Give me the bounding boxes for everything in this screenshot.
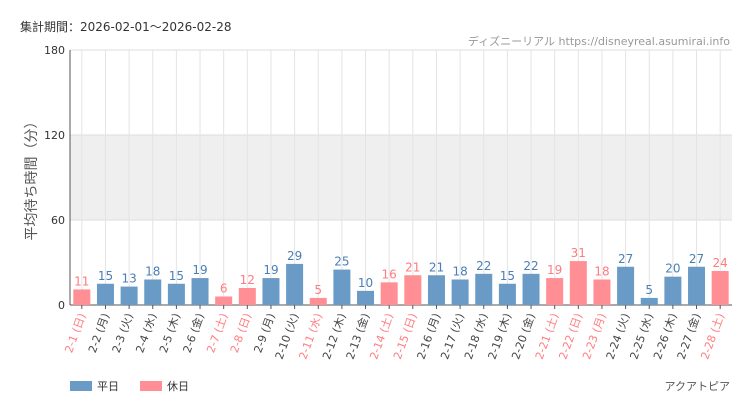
bar bbox=[498, 283, 516, 305]
bar bbox=[451, 279, 469, 305]
data-label: 19 bbox=[263, 263, 278, 277]
data-label: 27 bbox=[689, 252, 704, 266]
bar bbox=[120, 286, 138, 305]
bar bbox=[238, 288, 256, 305]
legend-holiday: 休日 bbox=[140, 378, 189, 394]
data-label: 19 bbox=[192, 263, 207, 277]
legend-label-weekday: 平日 bbox=[97, 380, 119, 393]
site-credit: ディズニーリアル https://disneyreal.asumirai.inf… bbox=[467, 35, 730, 48]
data-label: 10 bbox=[358, 276, 373, 290]
x-tick-label: 2-1 (日) bbox=[62, 312, 88, 355]
data-label: 6 bbox=[220, 282, 228, 296]
data-label: 22 bbox=[476, 259, 491, 273]
data-label: 24 bbox=[713, 256, 728, 270]
data-label: 5 bbox=[645, 283, 653, 297]
data-label: 18 bbox=[452, 265, 467, 279]
bar bbox=[475, 273, 493, 305]
x-tick-label: 2-9 (月) bbox=[252, 312, 278, 355]
bar bbox=[96, 283, 114, 305]
bar bbox=[593, 279, 611, 305]
bar bbox=[569, 261, 587, 305]
data-label: 13 bbox=[121, 272, 136, 286]
legend-label-holiday: 休日 bbox=[167, 380, 189, 393]
y-tick-label: 180 bbox=[44, 44, 65, 57]
bar bbox=[286, 263, 304, 305]
bar bbox=[546, 278, 564, 305]
data-label: 20 bbox=[665, 262, 680, 276]
period-title: 集計期間：2026-02-01〜2026-02-28 bbox=[20, 20, 232, 34]
bar bbox=[167, 283, 185, 305]
bar bbox=[191, 278, 209, 305]
bar bbox=[262, 278, 280, 305]
bar bbox=[522, 273, 540, 305]
legend-weekday: 平日 bbox=[70, 378, 119, 394]
data-label: 15 bbox=[500, 269, 515, 283]
y-tick-label: 0 bbox=[58, 299, 65, 312]
grid-band bbox=[70, 135, 732, 220]
bar bbox=[617, 266, 635, 305]
bar bbox=[711, 271, 729, 305]
bar bbox=[215, 296, 233, 305]
data-label: 21 bbox=[429, 260, 444, 274]
data-label: 5 bbox=[314, 283, 322, 297]
data-label: 16 bbox=[382, 267, 397, 281]
data-label: 19 bbox=[547, 263, 562, 277]
data-label: 15 bbox=[98, 269, 113, 283]
data-label: 27 bbox=[618, 252, 633, 266]
legend-swatch-holiday bbox=[140, 381, 162, 391]
bar bbox=[640, 297, 658, 305]
data-label: 11 bbox=[74, 274, 89, 288]
y-tick-label: 60 bbox=[51, 214, 65, 227]
data-label: 29 bbox=[287, 249, 302, 263]
x-tick-label: 2-7 (土) bbox=[204, 312, 230, 355]
y-tick-label: 120 bbox=[44, 129, 65, 142]
x-tick-label: 2-28 (土) bbox=[698, 312, 727, 362]
bar bbox=[357, 290, 375, 305]
x-tick-label: 2-8 (日) bbox=[228, 312, 254, 355]
bar bbox=[380, 282, 398, 305]
data-label: 15 bbox=[169, 269, 184, 283]
y-axis-label: 平均待ち時間（分） bbox=[24, 115, 40, 241]
bar bbox=[404, 275, 422, 305]
attraction-name: アクアトピア bbox=[664, 380, 730, 393]
bar bbox=[73, 289, 91, 305]
bar bbox=[309, 297, 327, 305]
bar bbox=[427, 275, 445, 305]
data-label: 21 bbox=[405, 260, 420, 274]
data-label: 22 bbox=[523, 259, 538, 273]
x-tick-label: 2-2 (月) bbox=[86, 312, 112, 355]
legend-swatch-weekday bbox=[70, 381, 92, 391]
data-label: 25 bbox=[334, 255, 349, 269]
bar bbox=[144, 279, 162, 305]
bar bbox=[664, 276, 682, 305]
x-tick-label: 2-4 (水) bbox=[133, 312, 159, 355]
bar bbox=[688, 266, 706, 305]
data-label: 31 bbox=[571, 246, 586, 260]
x-tick-label: 2-5 (木) bbox=[157, 312, 183, 355]
bar bbox=[333, 269, 351, 305]
data-label: 18 bbox=[145, 265, 160, 279]
data-label: 18 bbox=[594, 265, 609, 279]
data-label: 12 bbox=[240, 273, 255, 287]
x-tick-label: 2-3 (火) bbox=[110, 312, 136, 355]
x-tick-label: 2-6 (金) bbox=[180, 311, 207, 354]
